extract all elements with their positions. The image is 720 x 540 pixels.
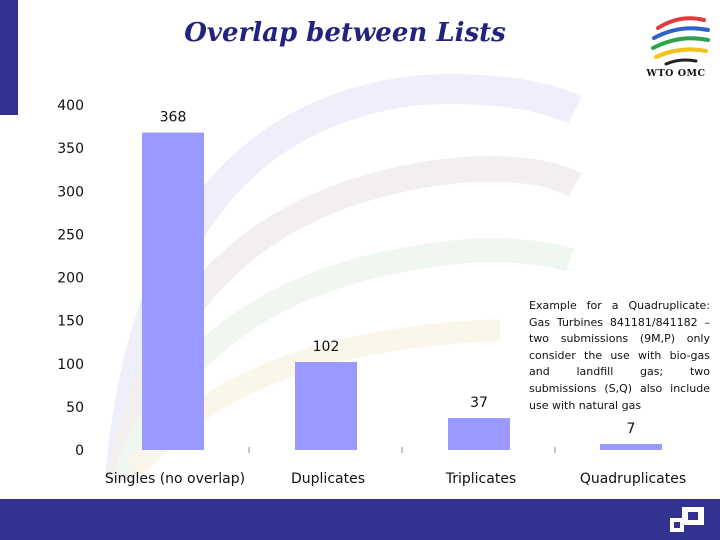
y-tick-label: 250 (57, 227, 84, 243)
y-tick-label: 350 (57, 141, 84, 157)
data-label: 368 (160, 110, 187, 126)
footer-bar (0, 499, 720, 540)
annotation-note: Example for a Quadruplicate: Gas Turbine… (529, 299, 710, 412)
category-labels: Singles (no overlap) Duplicates Triplicate… (105, 471, 686, 487)
category-label: Triplicates (445, 471, 516, 487)
y-tick-label: 150 (57, 314, 84, 330)
y-tick-label: 400 (57, 98, 84, 114)
category-label: Singles (no overlap) (105, 471, 245, 487)
y-tick-label: 300 (57, 184, 84, 200)
footer-logo-icon (670, 507, 704, 532)
x-axis-separators (248, 447, 556, 453)
data-label: 7 (627, 421, 636, 437)
bars (142, 132, 662, 450)
y-tick-label: 200 (57, 271, 84, 287)
bar-1 (295, 362, 357, 450)
data-labels: 368 102 37 7 (160, 110, 636, 437)
category-label: Duplicates (291, 471, 365, 487)
category-label: Quadruplicates (580, 471, 686, 487)
bar-2 (448, 418, 510, 450)
y-tick-label: 100 (57, 357, 84, 373)
wto-logo-icon (651, 16, 710, 66)
y-tick-label: 0 (75, 443, 84, 459)
y-axis-ticks: 0 50 100 150 200 250 300 350 400 (57, 98, 84, 459)
slide-title: Overlap between Lists (184, 18, 506, 48)
bar-0 (142, 132, 204, 450)
data-label: 102 (313, 339, 340, 355)
y-tick-label: 50 (66, 400, 84, 416)
left-accent-stripe (0, 0, 18, 115)
wto-logo-text: WTO OMC (646, 68, 706, 79)
bar-3 (600, 443, 662, 450)
data-label: 37 (470, 395, 488, 411)
